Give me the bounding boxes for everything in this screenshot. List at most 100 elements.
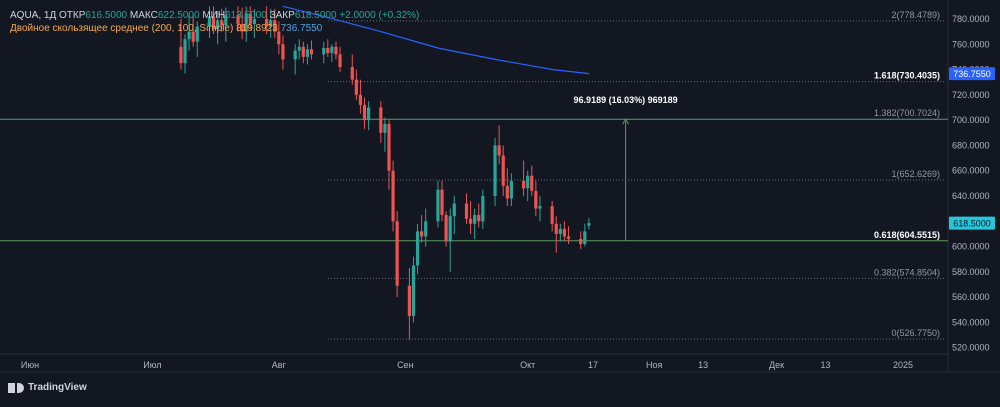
candle-body-39 <box>395 221 399 286</box>
close-label: ЗАКР <box>269 10 295 21</box>
candle-body-41 <box>411 265 416 317</box>
fib-label-5: 0.382(574.8504) <box>874 267 940 277</box>
close-value: 618.5000 <box>294 10 337 21</box>
candle-body-23 <box>305 49 310 57</box>
x-tick-label-10: 2025 <box>893 360 913 370</box>
price-badge-bg-1 <box>949 216 995 230</box>
measure-label: 96.9189 (16.03%) 969189 <box>574 95 678 105</box>
x-tick-label-3: Сен <box>397 360 414 370</box>
measure-arrowhead <box>622 118 630 125</box>
x-tick-label-6: Ноя <box>646 360 663 370</box>
low-label: МИН <box>202 10 226 21</box>
candle-body-22 <box>301 46 305 57</box>
candle-body-54 <box>481 195 485 222</box>
open-label: ОТКР <box>59 10 86 21</box>
indicator-legend[interactable]: Двойное скользящее среднее (200, 100, Si… <box>10 22 322 35</box>
symbol-label[interactable]: AQUA, 1Д <box>10 10 57 21</box>
x-tick-label-1: Июл <box>143 360 161 370</box>
candle-body-47 <box>444 214 448 242</box>
fib-label-6: 0(526.7750) <box>891 328 940 338</box>
candle-body-49 <box>452 203 456 217</box>
candle-body-48 <box>448 216 452 242</box>
x-tick-label-5: 17 <box>588 360 598 370</box>
candle-body-29 <box>338 54 342 68</box>
y-tick-label-8: 680.0000 <box>952 140 990 150</box>
price-badge-label-1: 618.5000 <box>953 218 991 228</box>
candle-body-62 <box>530 175 534 191</box>
candle-body-44 <box>424 221 428 237</box>
x-tick-label-9: 13 <box>820 360 830 370</box>
fib-label-3: 1(652.6269) <box>891 169 940 179</box>
candle-body-3 <box>191 31 195 42</box>
price-badges: 736.7550 618.5000 <box>949 67 995 230</box>
candle-body-63 <box>534 190 538 209</box>
y-tick-label-12: 760.0000 <box>952 39 990 49</box>
candle-body-9 <box>224 15 228 26</box>
fib-label-2: 1.382(700.7024) <box>874 108 940 118</box>
y-tick-label-10: 720.0000 <box>952 90 990 100</box>
candle-body-71 <box>583 231 587 245</box>
candle-body-26 <box>326 48 330 54</box>
candle-body-53 <box>477 214 481 222</box>
x-tick-label-0: Июн <box>21 360 39 370</box>
y-tick-label-4: 600.0000 <box>952 242 990 252</box>
candle-body-40 <box>407 285 411 317</box>
candle-body-38 <box>391 170 395 222</box>
candle-body-60 <box>522 180 526 189</box>
x-tick-label-2: Авг <box>272 360 287 370</box>
candle-body-8 <box>220 20 224 26</box>
candle-body-16 <box>269 20 273 27</box>
candle-body-1 <box>183 39 187 64</box>
candle-body-31 <box>354 79 358 95</box>
indicator-value-2: 736.7550 <box>280 23 323 34</box>
candle-body-67 <box>558 228 562 234</box>
candle-body-56 <box>497 145 501 156</box>
candle-body-57 <box>501 155 505 186</box>
y-tick-label-7: 660.0000 <box>952 166 990 176</box>
moving-average <box>282 5 589 75</box>
candle-body-35 <box>379 107 383 133</box>
x-axis: Июн Июл Авг Сен Окт 17 Ноя 13 Дек 13 2025 <box>21 360 913 370</box>
candle-body-14 <box>252 18 256 25</box>
tradingview-brand[interactable]: TradingView <box>8 382 87 393</box>
y-tick-label-0: 520.0000 <box>952 343 990 353</box>
candle-body-19 <box>281 44 285 60</box>
x-tick-label-7: 13 <box>698 360 708 370</box>
low-value: 613.5000 <box>225 10 267 21</box>
candles <box>179 6 591 341</box>
tradingview-logo-icon <box>8 382 24 393</box>
candle-body-55 <box>493 145 497 196</box>
candle-body-0 <box>179 46 183 64</box>
candle-body-46 <box>440 189 444 215</box>
candle-body-27 <box>330 46 334 54</box>
candle-body-51 <box>468 218 473 224</box>
candle-body-10 <box>236 15 240 25</box>
candle-body-58 <box>505 185 509 199</box>
candle-body-69 <box>566 236 571 239</box>
y-tick-label-6: 640.0000 <box>952 191 990 201</box>
candle-body-13 <box>248 13 252 25</box>
ma-line <box>282 5 589 75</box>
y-tick-label-9: 700.0000 <box>952 115 990 125</box>
high-value: 622.5000 <box>157 10 200 21</box>
candle-body-5 <box>207 16 212 27</box>
candle-body-65 <box>550 206 554 224</box>
y-tick-label-13: 780.0000 <box>952 14 990 24</box>
brand-name: TradingView <box>28 382 87 393</box>
ohlc-legend: AQUA, 1Д ОТКР616.5000 МАКС622.5000 МИН61… <box>10 9 419 22</box>
candle-body-15 <box>265 18 269 27</box>
fibonacci-levels: 2(778.4789) 1.618(730.4035) 1.382(700.7024… <box>0 10 948 340</box>
candle-body-64 <box>538 206 542 209</box>
candle-body-52 <box>473 214 477 224</box>
candle-body-20 <box>293 50 297 60</box>
price-badge-bg-0 <box>949 67 995 81</box>
candle-body-12 <box>244 13 248 32</box>
candle-body-37 <box>387 123 391 171</box>
indicator-value-1: 819.8923 <box>236 23 278 34</box>
candle-body-45 <box>436 189 440 222</box>
candle-body-50 <box>464 203 469 219</box>
candle-body-24 <box>309 49 314 55</box>
candle-body-68 <box>562 228 567 237</box>
